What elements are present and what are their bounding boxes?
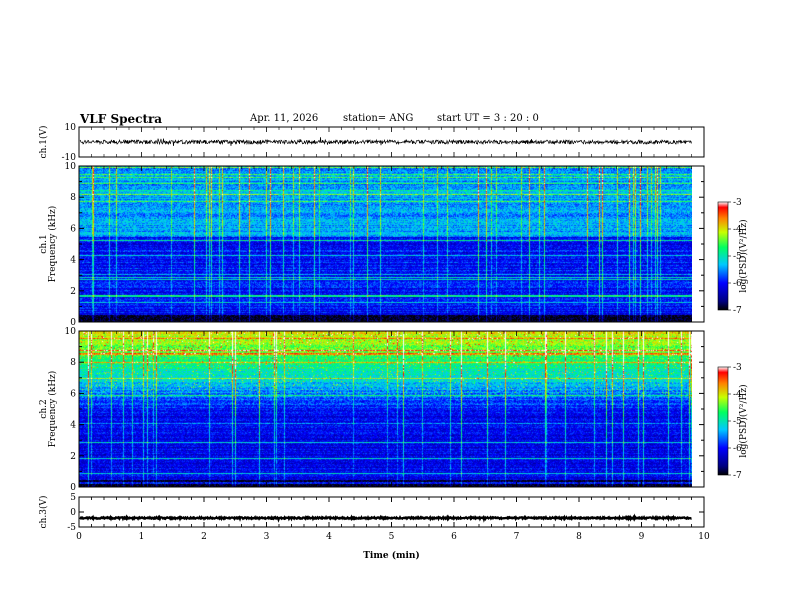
y-tick-label: 0 <box>70 508 76 518</box>
y-tick-label: 6 <box>70 389 76 399</box>
colorbar-label: log(PSD)(V²/Hz) <box>738 384 749 457</box>
colorbar-tick-label: -5 <box>733 252 742 262</box>
colorbar-tick-label: -6 <box>733 279 742 289</box>
y-tick-label: 10 <box>65 327 77 337</box>
waveform-trace <box>79 137 692 146</box>
date-label: Apr. 11, 2026 <box>250 113 319 124</box>
y-tick-label: 5 <box>70 493 76 503</box>
spectrogram-raster <box>79 166 692 322</box>
colorbar-tick-label: -7 <box>733 306 742 316</box>
y-tick-label: 6 <box>70 224 76 234</box>
y-tick-label: 2 <box>70 452 76 462</box>
colorbar-tick-label: -5 <box>733 417 742 427</box>
x-tick-label: 10 <box>698 532 710 542</box>
y-axis-label: Frequency (kHz) <box>47 206 58 283</box>
y-tick-label: 0 <box>70 318 76 328</box>
y-tick-label: 10 <box>65 123 77 133</box>
x-tick-label: 4 <box>326 532 332 542</box>
colorbar-tick-label: -3 <box>733 198 742 208</box>
y-tick-label: 8 <box>70 358 76 368</box>
spectrogram-raster <box>79 331 692 487</box>
y-tick-label: 4 <box>70 421 76 431</box>
x-tick-label: 1 <box>139 532 145 542</box>
y-axis-label: ch.1 <box>39 234 49 253</box>
colorbar-tick-label: -4 <box>733 390 742 400</box>
y-axis-label: ch.2 <box>39 399 49 418</box>
colorbar-tick-label: -3 <box>733 363 742 373</box>
y-tick-label: -5 <box>67 523 76 533</box>
x-tick-label: 7 <box>514 532 520 542</box>
y-axis-label: ch.3(V) <box>38 496 49 529</box>
y-tick-label: 2 <box>70 287 76 297</box>
colorbar <box>717 201 729 311</box>
chart-title: VLF Spectra <box>80 112 163 126</box>
y-tick-label: 8 <box>70 193 76 203</box>
x-tick-label: 8 <box>576 532 582 542</box>
start-time-label: start UT = 3 : 20 : 0 <box>437 113 539 124</box>
y-tick-label: 10 <box>65 162 77 172</box>
x-tick-label: 0 <box>76 532 82 542</box>
colorbar-label: log(PSD)(V²/Hz) <box>738 219 749 292</box>
y-tick-label: -10 <box>62 153 77 163</box>
x-tick-label: 9 <box>639 532 645 542</box>
station-label: station= ANG <box>343 113 414 124</box>
colorbar-tick-label: -4 <box>733 225 742 235</box>
x-tick-label: 5 <box>389 532 395 542</box>
x-tick-label: 2 <box>201 532 207 542</box>
y-tick-label: 4 <box>70 256 76 266</box>
waveform-trace <box>79 513 692 523</box>
colorbar-tick-label: -7 <box>733 471 742 481</box>
x-axis-label: Time (min) <box>363 550 420 561</box>
colorbar <box>717 366 729 476</box>
y-axis-label: ch.1(V) <box>38 126 49 159</box>
x-tick-label: 6 <box>451 532 457 542</box>
x-tick-label: 3 <box>264 532 270 542</box>
colorbar-tick-label: -6 <box>733 444 742 454</box>
y-tick-label: 0 <box>70 483 76 493</box>
y-axis-label: Frequency (kHz) <box>47 371 58 448</box>
